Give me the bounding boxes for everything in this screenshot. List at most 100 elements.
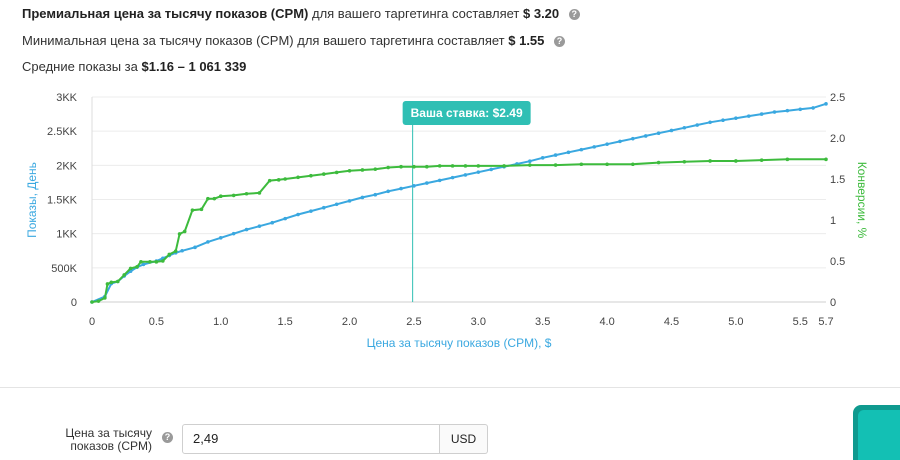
- impressions-point: [708, 120, 712, 125]
- conversions-point: [283, 177, 287, 181]
- impressions-point: [399, 186, 403, 191]
- conversions-point: [135, 264, 139, 269]
- impressions-point: [450, 175, 455, 180]
- y-right-tick-label: 1: [830, 215, 836, 227]
- bid-tooltip: [402, 101, 531, 125]
- impressions-point: [682, 125, 687, 130]
- y-left-tick-label: 0: [71, 297, 77, 309]
- impressions-point: [334, 202, 339, 207]
- side-action-button[interactable]: [853, 405, 900, 460]
- x-tick-label: 4.5: [664, 316, 679, 328]
- impressions-point: [270, 220, 275, 225]
- conversions-point: [656, 160, 661, 165]
- x-tick-label: 3.5: [535, 316, 550, 328]
- impressions-point: [772, 110, 777, 114]
- conversions-point: [173, 249, 178, 253]
- x-tick-label: 0.5: [149, 316, 164, 328]
- conversions-point: [579, 162, 584, 167]
- conversions-point: [206, 196, 210, 201]
- conversions-point: [244, 191, 249, 196]
- impressions-point: [360, 195, 365, 200]
- impressions-point: [476, 170, 481, 174]
- conversions-point: [437, 164, 442, 168]
- impressions-point: [618, 139, 622, 144]
- impressions-point: [283, 216, 287, 221]
- x-tick-label: 3.0: [471, 316, 486, 328]
- average-impressions-text: Средние показы за: [22, 59, 138, 74]
- y-left-tick-label: 2.5KK: [47, 126, 78, 138]
- conversions-point: [154, 260, 159, 264]
- conversions-point: [334, 170, 339, 175]
- impressions-point: [347, 199, 352, 203]
- help-icon[interactable]: ?: [162, 432, 173, 443]
- conversions-point: [373, 167, 378, 171]
- y-left-tick-label: 1.5KK: [47, 195, 78, 207]
- impressions-point: [180, 248, 184, 253]
- conversions-point: [103, 296, 107, 300]
- impressions-point: [257, 224, 262, 228]
- y-axis-right-label: Конверсии, %: [855, 162, 869, 239]
- conversions-point: [148, 260, 152, 264]
- impressions-point: [759, 112, 764, 116]
- help-icon[interactable]: ?: [568, 9, 580, 21]
- impressions-point: [605, 142, 609, 146]
- conversions-point: [199, 207, 204, 212]
- conversions-point: [296, 175, 300, 180]
- y-right-tick-label: 0.5: [830, 256, 845, 268]
- conversions-point: [759, 158, 764, 162]
- y-right-tick-label: 2.5: [830, 92, 845, 104]
- conversions-point: [347, 169, 352, 173]
- x-tick-label: 1.0: [213, 316, 228, 328]
- cpm-chart: 0 500K 1KK 1.5KK 2KK 2.5KK 3KK 0 0.5 1 1.5 2.0 2.5 0 0…: [25, 92, 869, 350]
- currency-label: USD: [440, 424, 488, 454]
- impressions-point: [695, 123, 700, 127]
- conversions-point: [631, 162, 635, 167]
- conversions-point: [231, 193, 236, 198]
- x-tick-label: 5.0: [728, 316, 743, 328]
- minimum-cpm-text: Минимальная цена за тысячу показов (CPM)…: [22, 33, 505, 48]
- conversions-point: [553, 163, 558, 167]
- conversions-point: [605, 162, 609, 167]
- conversions-point: [128, 266, 133, 271]
- y-left-tick-label: 1KK: [56, 229, 77, 241]
- impressions-point: [321, 205, 326, 210]
- conversions-point: [708, 159, 712, 163]
- premium-cpm-suffix: для вашего таргетинга составляет: [311, 6, 520, 21]
- bid-tooltip-label: Ваша ставка: $2.49: [411, 106, 523, 120]
- x-tick-label: 5.7: [818, 316, 833, 328]
- impressions-point: [218, 235, 223, 240]
- impressions-point: [746, 114, 751, 118]
- impressions-point: [141, 262, 146, 267]
- conversions-point: [109, 280, 114, 285]
- impressions-point: [824, 102, 828, 106]
- x-tick-label: 1.5: [278, 316, 293, 328]
- conversions-point: [476, 164, 481, 168]
- conversions-point: [734, 159, 738, 163]
- minimum-cpm-line: Минимальная цена за тысячу показов (CPM)…: [22, 33, 566, 48]
- x-tick-label: 2.5: [406, 316, 421, 328]
- help-icon[interactable]: ?: [554, 36, 566, 48]
- conversions-point: [399, 164, 403, 169]
- conversions-point: [122, 273, 126, 277]
- conversions-point: [412, 164, 416, 169]
- y-right-tick-label: 0: [830, 297, 836, 309]
- impressions-point: [592, 145, 597, 149]
- conversions-point: [90, 300, 94, 304]
- y-axis-left-label: Показы, День: [25, 162, 39, 238]
- conversions-series-line: [91, 158, 826, 303]
- impressions-point: [386, 189, 390, 194]
- cpm-input[interactable]: 2,49: [182, 424, 440, 454]
- conversions-point: [257, 191, 262, 195]
- impressions-point: [643, 134, 648, 138]
- premium-cpm-text: Премиальная цена за тысячу показов (CPM): [22, 6, 309, 21]
- conversions-point: [463, 164, 468, 168]
- impressions-point: [566, 150, 571, 155]
- conversions-point: [96, 299, 101, 303]
- y-right-tick-label: 1.5: [830, 174, 845, 186]
- x-axis-label: Цена за тысячу показов (CPM), $: [367, 336, 552, 350]
- impressions-point: [412, 184, 416, 188]
- cpm-field-label: Цена за тысячу показов (CPM): [65, 426, 152, 453]
- y-right-tick-label: 2.0: [830, 133, 845, 145]
- conversions-point: [276, 178, 281, 182]
- conversions-point: [115, 279, 120, 284]
